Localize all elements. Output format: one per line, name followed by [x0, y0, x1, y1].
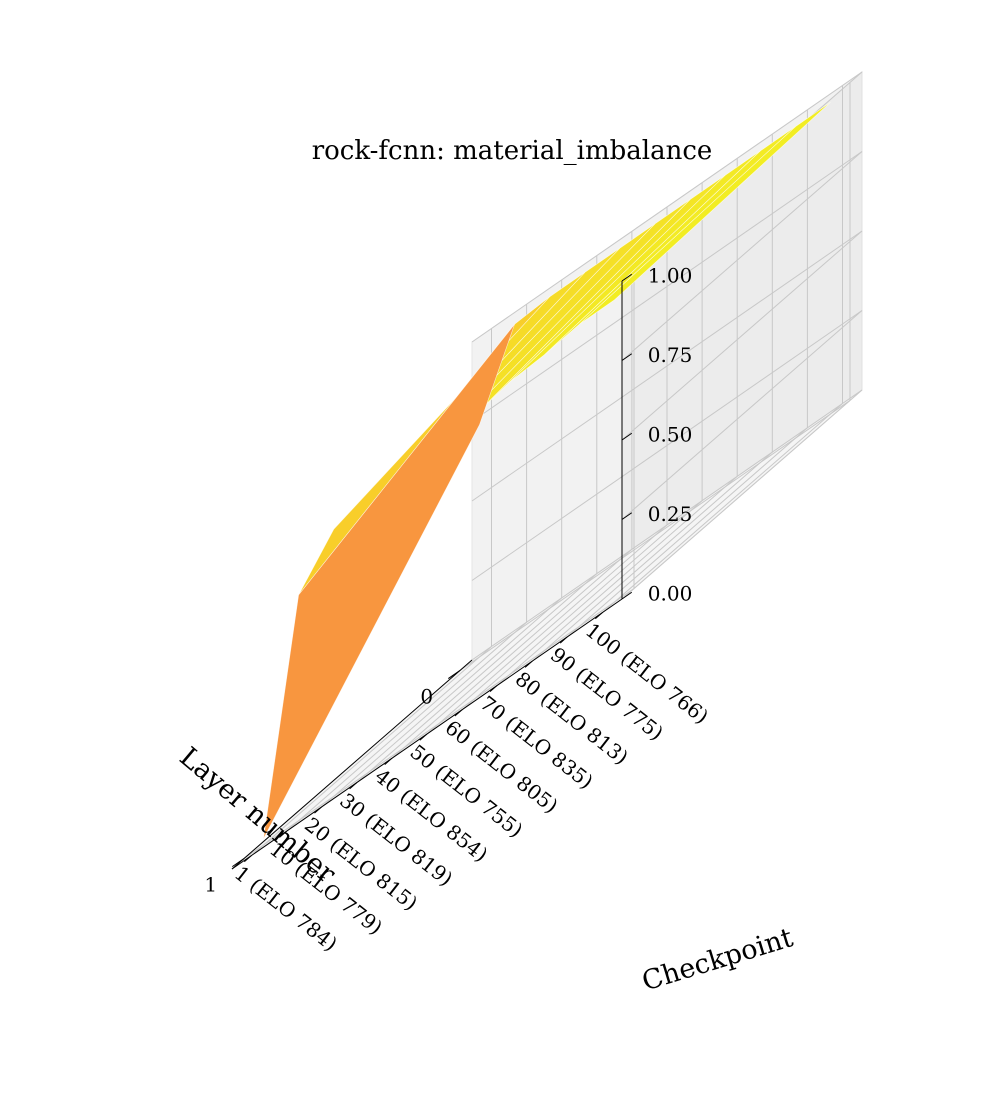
floor-grid-line	[321, 597, 563, 808]
floor-grid-line	[391, 548, 633, 759]
x-tick	[384, 757, 393, 765]
x-tick	[314, 806, 323, 814]
y-tick-label: 1	[204, 873, 217, 897]
floor-grid-line	[496, 476, 738, 686]
floor-grid-line	[602, 403, 843, 613]
z-tick-label: 0.50	[648, 422, 693, 446]
y-tick-label: 0	[420, 684, 433, 708]
z-tick	[621, 512, 633, 520]
side-grid-line	[621, 310, 863, 520]
z-tick-label: 0.25	[648, 502, 693, 526]
z-tick-label: 0.00	[648, 581, 693, 605]
back-grid-line	[471, 151, 863, 422]
back-grid-line	[471, 389, 863, 661]
z-tick	[621, 432, 633, 441]
floor-grid-line	[243, 588, 635, 859]
side-grid-line	[621, 230, 863, 441]
chart-title: rock-fcnn: material_imbalance	[312, 136, 713, 166]
z-tick-label: 0.75	[648, 343, 693, 367]
side-grid-line	[621, 151, 863, 361]
x-tick	[349, 782, 358, 790]
z-tick-label: 1.00	[648, 263, 693, 287]
z-tick	[621, 353, 633, 361]
floor-grid-line	[286, 621, 527, 832]
side-grid-line	[621, 389, 863, 600]
surface-patch	[263, 324, 515, 839]
x-tick	[524, 660, 533, 668]
x-tick	[243, 855, 252, 863]
floor-grid-line	[567, 427, 808, 638]
y-tick	[232, 858, 245, 868]
y-axis-line	[231, 659, 473, 870]
gridlines	[243, 71, 863, 859]
z-tick	[621, 591, 633, 600]
floor-grid-line	[251, 646, 492, 856]
x-axis-label: Checkpoint	[638, 922, 796, 997]
x-tick	[559, 636, 568, 644]
surface-plot	[263, 102, 831, 839]
x-tick	[489, 685, 498, 693]
back-grid-line	[471, 310, 863, 581]
y-tick	[448, 670, 461, 679]
floor-grid-line	[459, 400, 851, 671]
floor-grid-line	[531, 451, 773, 662]
floor-grid-line	[356, 573, 598, 783]
floor-grid-line	[426, 524, 668, 735]
floor-grid-line	[461, 500, 703, 711]
back-grid-line	[471, 230, 863, 502]
x-tick	[419, 733, 428, 741]
z-tick	[621, 273, 633, 282]
x-tick	[279, 830, 287, 838]
x-tick	[454, 709, 463, 717]
x-tick	[594, 612, 603, 620]
back-grid-line	[471, 71, 863, 343]
